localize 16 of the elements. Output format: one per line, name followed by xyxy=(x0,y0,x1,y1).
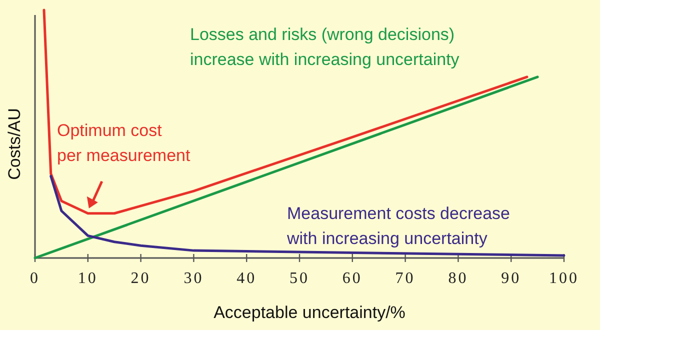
x-tick-label: 30 xyxy=(184,270,204,287)
x-tick-label: 70 xyxy=(395,270,416,287)
x-tick-label: 80 xyxy=(448,270,468,287)
x-tick-label: 90 xyxy=(501,270,522,287)
x-tick-label: 50 xyxy=(290,270,310,287)
x-tick-label: 20 xyxy=(130,270,151,287)
x-tick-label: 0 xyxy=(30,270,40,287)
x-tick-label: 40 xyxy=(236,270,257,287)
x-tick-label: 100 xyxy=(549,270,579,287)
annotation: Optimum cost per measurement xyxy=(57,121,191,165)
annotation: Losses and risks (wrong decisions) increase with increasing uncertainty xyxy=(190,25,460,69)
x-tick-label: 60 xyxy=(342,270,362,287)
x-tick-label: 10 xyxy=(78,270,98,287)
y-axis-title: Costs/AU xyxy=(5,108,24,180)
x-axis-title: Acceptable uncertainty/% xyxy=(214,303,406,322)
annotation: Measurement costs decrease with increasing uncertainty xyxy=(286,204,510,248)
